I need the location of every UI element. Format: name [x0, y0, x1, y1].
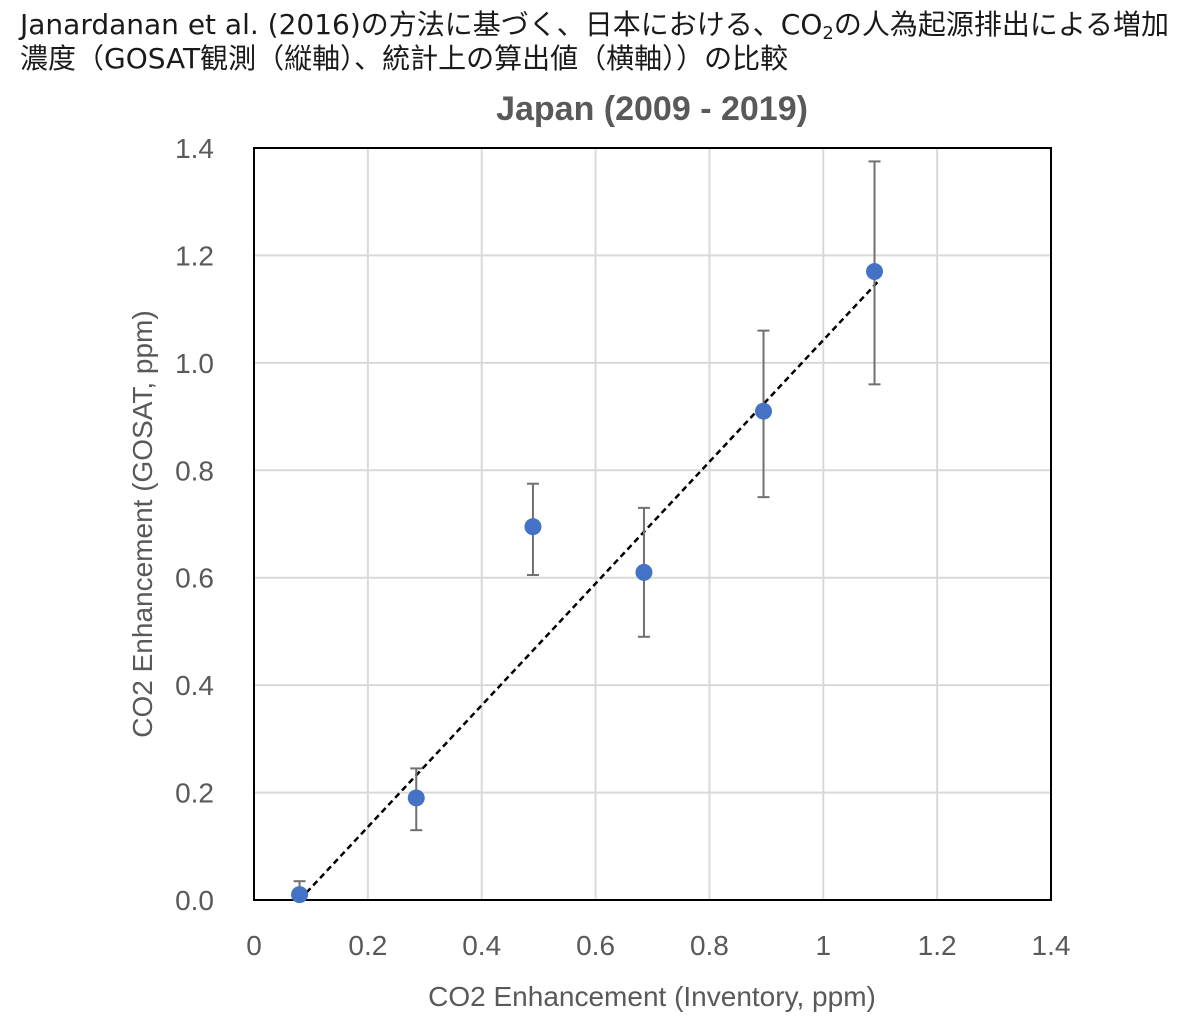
y-tick-label-5: 1.0 [175, 348, 214, 379]
data-points [291, 263, 884, 904]
figure-caption: Janardanan et al. (2016)の方法に基づく、日本における、C… [20, 8, 1180, 76]
x-tick-label-7: 1.4 [1032, 930, 1071, 961]
x-tick-label-5: 1 [815, 930, 831, 961]
x-tick-label-1: 0.2 [348, 930, 387, 961]
caption-text-part2: の人為起源排出による増加濃度（GOSAT観測（縦軸）、統計上の算出値（横軸））の… [20, 8, 1169, 75]
x-axis-label: CO2 Enhancement (Inventory, ppm) [428, 981, 876, 1012]
x-tick-label-4: 0.8 [690, 930, 729, 961]
data-point-4 [755, 402, 773, 420]
x-tick-label-0: 0 [246, 930, 262, 961]
grid [254, 148, 1051, 900]
error-bars [293, 160, 881, 901]
data-point-3 [635, 563, 653, 581]
data-point-5 [866, 263, 884, 281]
x-tick-label-3: 0.6 [576, 930, 615, 961]
fit-line [298, 281, 879, 901]
y-tick-label-7: 1.4 [175, 133, 214, 164]
y-tick-label-4: 0.8 [175, 455, 214, 486]
y-tick-label-3: 0.6 [175, 563, 214, 594]
plot-frame [253, 147, 1052, 901]
y-tick-label-0: 0.0 [175, 885, 214, 916]
y-axis-label: CO2 Enhancement (GOSAT, ppm) [127, 310, 158, 737]
x-tick-label-6: 1.2 [918, 930, 957, 961]
data-point-1 [407, 789, 425, 807]
caption-text-part1: Janardanan et al. (2016)の方法に基づく、日本における、C… [20, 8, 823, 41]
caption-subscript: 2 [822, 23, 834, 44]
y-tick-label-6: 1.2 [175, 240, 214, 271]
x-tick-label-2: 0.4 [462, 930, 501, 961]
data-point-0 [291, 886, 309, 904]
data-point-2 [524, 518, 542, 536]
chart-title: Japan (2009 - 2019) [496, 90, 808, 128]
y-tick-labels: 0.0 0.2 0.4 0.6 0.8 1.0 1.2 1.4 [175, 133, 214, 916]
y-tick-label-1: 0.2 [175, 778, 214, 809]
fit-line-layer [298, 281, 879, 901]
y-tick-label-2: 0.4 [175, 670, 214, 701]
x-tick-labels: 0 0.2 0.4 0.6 0.8 1 1.2 1.4 [246, 930, 1070, 961]
